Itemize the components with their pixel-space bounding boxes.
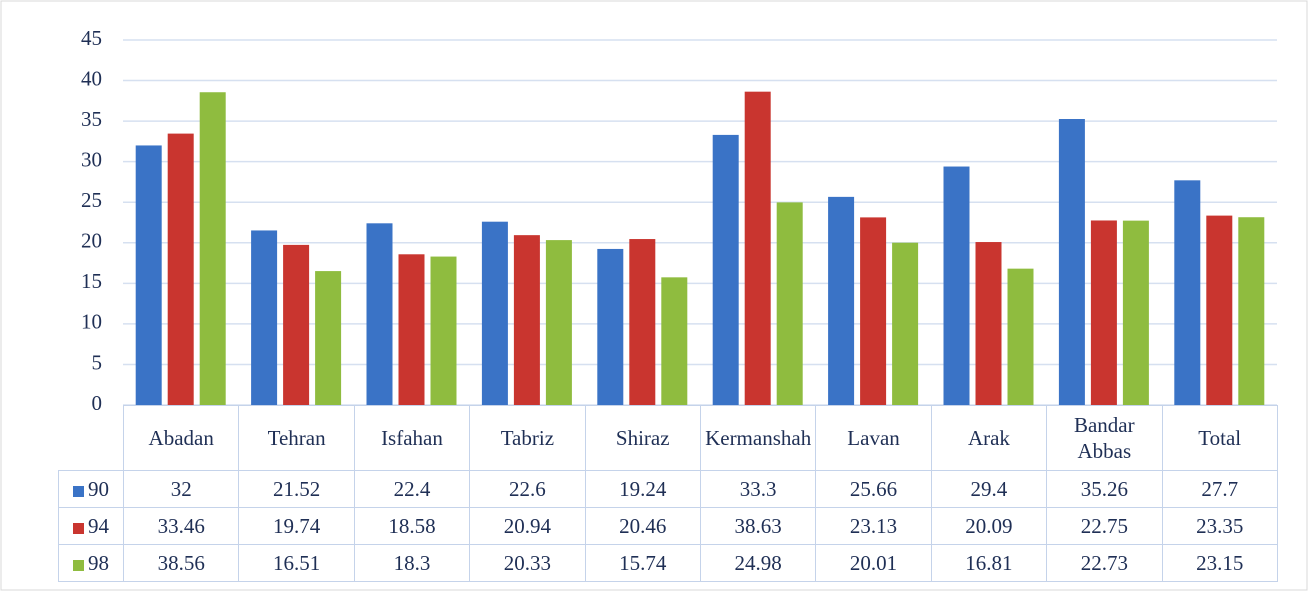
bar xyxy=(283,244,310,405)
series-row: 94 33.46 19.74 18.58 20.94 20.46 38.63 23.13 20.… xyxy=(58,507,1278,545)
data-table-cell: 20.94 xyxy=(469,507,586,545)
bar xyxy=(366,223,393,405)
legend-key xyxy=(73,559,84,571)
bar xyxy=(1206,215,1233,405)
data-table-cell: 18.58 xyxy=(353,507,471,545)
series-row: 90 32 21.52 22.4 22.6 19.24 33.3 25.66 29.4 35.26… xyxy=(58,470,1278,508)
bar xyxy=(975,242,1002,405)
data-table-cell: 32 xyxy=(122,470,240,508)
data-table-cell: 20.33 xyxy=(469,544,586,582)
legend-key xyxy=(73,522,84,534)
x-tick-label: Bandar Abbas xyxy=(1046,405,1163,471)
data-table: Abadan Tehran Isfahan Tabriz Shiraz Kermansha… xyxy=(58,405,1278,582)
data-table-cell: 29.4 xyxy=(930,470,1048,508)
x-tick-label: Lavan xyxy=(815,405,932,471)
bar xyxy=(1238,217,1265,405)
data-table-cell: 24.98 xyxy=(699,544,817,582)
data-table-cell: 23.15 xyxy=(1161,544,1278,582)
y-tick-label: 0 xyxy=(92,391,103,415)
bar xyxy=(744,91,771,405)
bar xyxy=(1090,220,1117,405)
bar xyxy=(892,242,919,405)
bar xyxy=(1174,180,1201,405)
data-table-cell: 19.74 xyxy=(238,507,355,545)
bar xyxy=(943,166,970,405)
y-tick-label: 30 xyxy=(81,147,102,171)
data-table-cell: 22.73 xyxy=(1046,544,1163,582)
y-tick-label: 15 xyxy=(81,269,102,293)
bar xyxy=(545,240,572,405)
y-tick-label: 10 xyxy=(81,310,102,334)
bar xyxy=(661,277,688,405)
x-tick-label: Isfahan xyxy=(353,405,471,471)
bar xyxy=(629,239,656,405)
data-table-cell: 38.63 xyxy=(699,507,817,545)
y-tick-label: 40 xyxy=(81,66,102,90)
legend-label: 94 xyxy=(88,514,109,538)
category-row: Abadan Tehran Isfahan Tabriz Shiraz Kermansha… xyxy=(58,405,1278,471)
bar xyxy=(315,271,342,405)
data-table-cell: 20.46 xyxy=(584,507,701,545)
data-table-cell: 22.75 xyxy=(1046,507,1163,545)
x-tick-label: Tehran xyxy=(238,405,355,471)
bar xyxy=(860,217,887,405)
data-table-cell: 22.6 xyxy=(469,470,586,508)
y-tick-label: 20 xyxy=(81,229,102,253)
bar xyxy=(398,254,425,405)
data-table-cell: 22.4 xyxy=(353,470,471,508)
data-table-cell: 16.81 xyxy=(930,544,1048,582)
corner-cell xyxy=(58,405,124,471)
x-tick-label: Arak xyxy=(930,405,1048,471)
bar xyxy=(135,145,162,405)
y-tick-label: 45 xyxy=(81,26,102,50)
bar xyxy=(481,221,508,405)
legend-entry: 90 xyxy=(58,470,124,508)
bar xyxy=(597,248,624,405)
bar xyxy=(513,235,540,405)
x-tick-label: Total xyxy=(1161,405,1278,471)
series-row: 98 38.56 16.51 18.3 20.33 15.74 24.98 20.01 16.8… xyxy=(58,544,1278,582)
bar xyxy=(712,134,739,405)
bar xyxy=(1122,220,1149,405)
x-tick-label: Kermanshah xyxy=(699,405,817,471)
bar xyxy=(1058,119,1085,405)
data-table-cell: 16.51 xyxy=(238,544,355,582)
legend-entry: 98 xyxy=(58,544,124,582)
x-tick-label: Shiraz xyxy=(584,405,701,471)
data-table-cell: 23.35 xyxy=(1161,507,1278,545)
x-tick-label: Abadan xyxy=(122,405,240,471)
x-tick-label: Tabriz xyxy=(469,405,586,471)
bar xyxy=(828,196,855,405)
bar xyxy=(776,202,803,405)
data-table-cell: 18.3 xyxy=(353,544,471,582)
bar xyxy=(199,92,226,405)
bar xyxy=(1007,268,1034,405)
y-tick-label: 35 xyxy=(81,107,102,131)
data-table-cell: 15.74 xyxy=(584,544,701,582)
data-table-cell: 35.26 xyxy=(1046,470,1163,508)
data-table-cell: 33.3 xyxy=(699,470,817,508)
data-table-cell: 20.01 xyxy=(815,544,932,582)
y-tick-label: 5 xyxy=(92,350,103,374)
data-table-cell: 38.56 xyxy=(122,544,240,582)
bar xyxy=(251,230,278,405)
data-table-cell: 21.52 xyxy=(238,470,355,508)
data-table-cell: 19.24 xyxy=(584,470,701,508)
legend-entry: 94 xyxy=(58,507,124,545)
data-table-cell: 25.66 xyxy=(815,470,932,508)
legend-label: 98 xyxy=(88,551,109,575)
legend-label: 90 xyxy=(88,477,109,501)
y-tick-label: 25 xyxy=(81,188,102,212)
bar xyxy=(167,133,194,405)
data-table-cell: 27.7 xyxy=(1161,470,1278,508)
data-table-cell: 20.09 xyxy=(930,507,1048,545)
legend-key xyxy=(73,485,84,497)
data-table-cell: 23.13 xyxy=(815,507,932,545)
bar xyxy=(430,256,457,405)
data-table-cell: 33.46 xyxy=(122,507,240,545)
